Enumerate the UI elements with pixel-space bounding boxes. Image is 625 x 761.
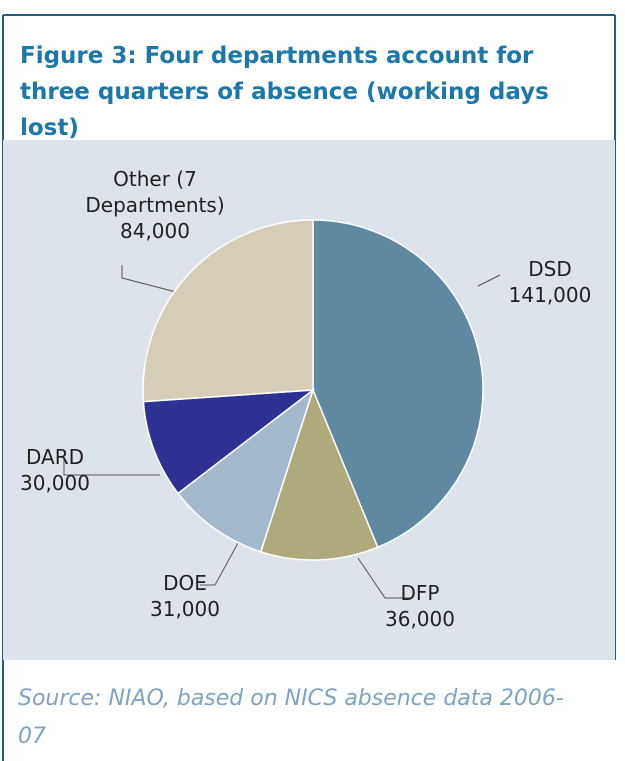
pie-slice <box>259 387 379 561</box>
category-label: DSD <box>528 257 572 281</box>
category-label: DOE <box>163 571 207 595</box>
slice-label: Other (7 Departments) 84,000 <box>80 166 230 244</box>
value-label: 36,000 <box>385 607 455 631</box>
pie-slice <box>312 219 484 549</box>
slice-label: DARD 30,000 <box>0 444 130 496</box>
value-label: 141,000 <box>508 283 592 307</box>
leader-line <box>63 458 160 476</box>
category-label: DARD <box>25 445 85 469</box>
pie-slice <box>142 219 314 403</box>
leader-line <box>200 542 239 586</box>
value-label: 31,000 <box>150 597 220 621</box>
slice-label: DOE 31,000 <box>110 570 260 622</box>
value-label: 30,000 <box>20 471 90 495</box>
leader-line <box>121 265 177 293</box>
slice-label: DFP 36,000 <box>345 580 495 632</box>
category-label: Other (7 Departments) <box>85 167 225 217</box>
leaders <box>63 265 501 599</box>
category-label: DFP <box>400 581 440 605</box>
pie-slice <box>142 389 316 495</box>
leader-line <box>477 274 501 287</box>
value-label: 84,000 <box>120 219 190 243</box>
leader-line <box>357 557 410 599</box>
source-note: Source: NIAO, based on NICS absence data… <box>18 686 564 749</box>
pie-slice <box>176 387 315 553</box>
slice-label: DSD 141,000 <box>475 256 625 308</box>
chart-title: Figure 3: Four departments account for t… <box>20 43 549 141</box>
